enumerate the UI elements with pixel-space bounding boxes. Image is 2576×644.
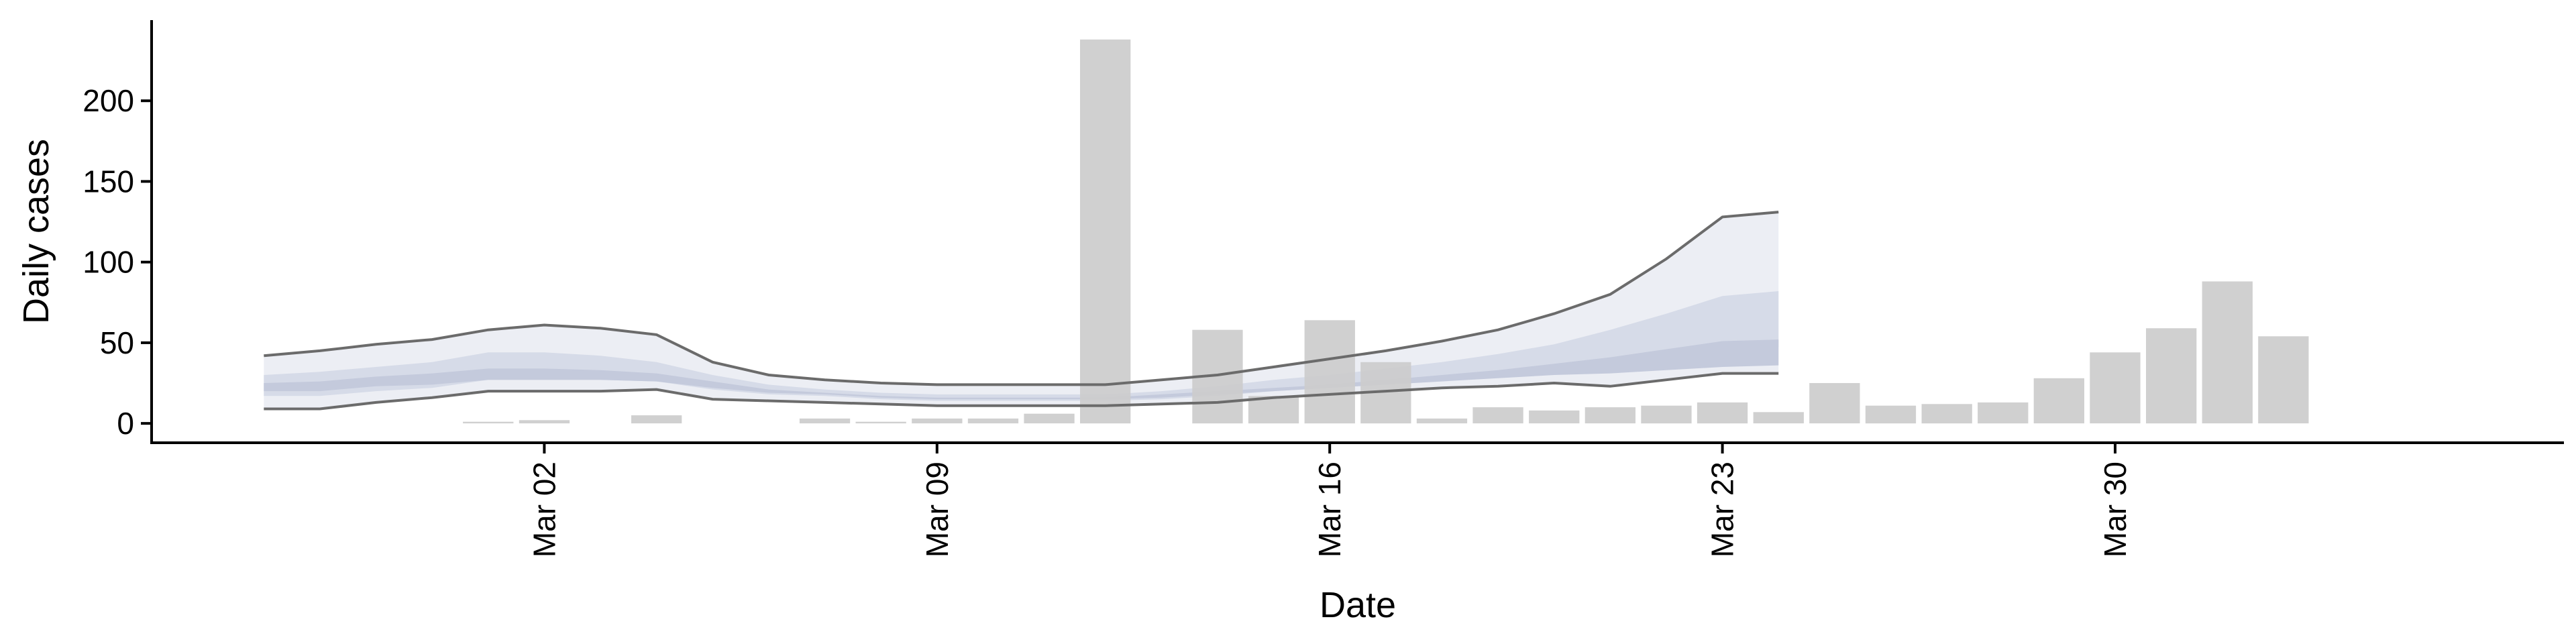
x-ticks: Mar 02 Mar 09 Mar 16 Mar 23 Mar 30 [527,443,2133,557]
case-bar [2033,378,2084,424]
y-axis-title: Daily cases [16,139,56,324]
case-bar [2090,352,2141,424]
case-bar [2202,281,2253,424]
case-bar [2258,336,2309,424]
case-bar [1978,402,2029,424]
inner-interval-band [264,339,1779,400]
case-bar [1304,320,1355,424]
y-tick-label: 50 [100,325,134,360]
outer-lower-line [264,372,1779,411]
case-bar [631,415,682,424]
case-bar [1865,405,1917,424]
y-tick-label: 200 [83,83,134,118]
case-bar [1248,396,1299,424]
estimate-bands [264,212,1779,409]
axes [150,20,2564,444]
x-tick-label: Mar 09 [920,462,955,557]
case-bar [967,418,1019,424]
x-tick-label: Mar 16 [1312,462,1347,557]
case-bar [1641,405,1692,424]
case-bar [1921,404,1972,424]
case-bar [855,421,906,424]
x-tick-label: Mar 30 [2098,462,2133,557]
case-bar [463,421,514,424]
y-tick-label: 100 [83,245,134,280]
case-bar [1416,418,1468,424]
case-bar [1585,407,1635,424]
case-bar [1080,39,1131,424]
case-bar [2146,328,2197,424]
case-bar [912,418,963,424]
case-bar [1809,383,1860,424]
case-bar [1529,410,1580,424]
outer-upper-line [264,211,1779,386]
estimate-lines [264,211,1779,411]
y-ticks: 0 50 100 150 200 [83,83,152,441]
case-bar [1024,413,1075,424]
case-bar [1697,402,1748,424]
outer-interval-band [264,212,1779,409]
case-bar [1472,407,1523,424]
y-tick-label: 150 [83,164,134,199]
case-bar [519,420,570,424]
x-tick-label: Mar 23 [1705,462,1740,557]
case-bars [463,39,2309,424]
x-axis-title: Date [1320,585,1396,625]
x-tick-label: Mar 02 [527,462,561,557]
case-bar [799,418,851,424]
case-bar [1753,412,1804,424]
y-tick-label: 0 [117,406,134,441]
